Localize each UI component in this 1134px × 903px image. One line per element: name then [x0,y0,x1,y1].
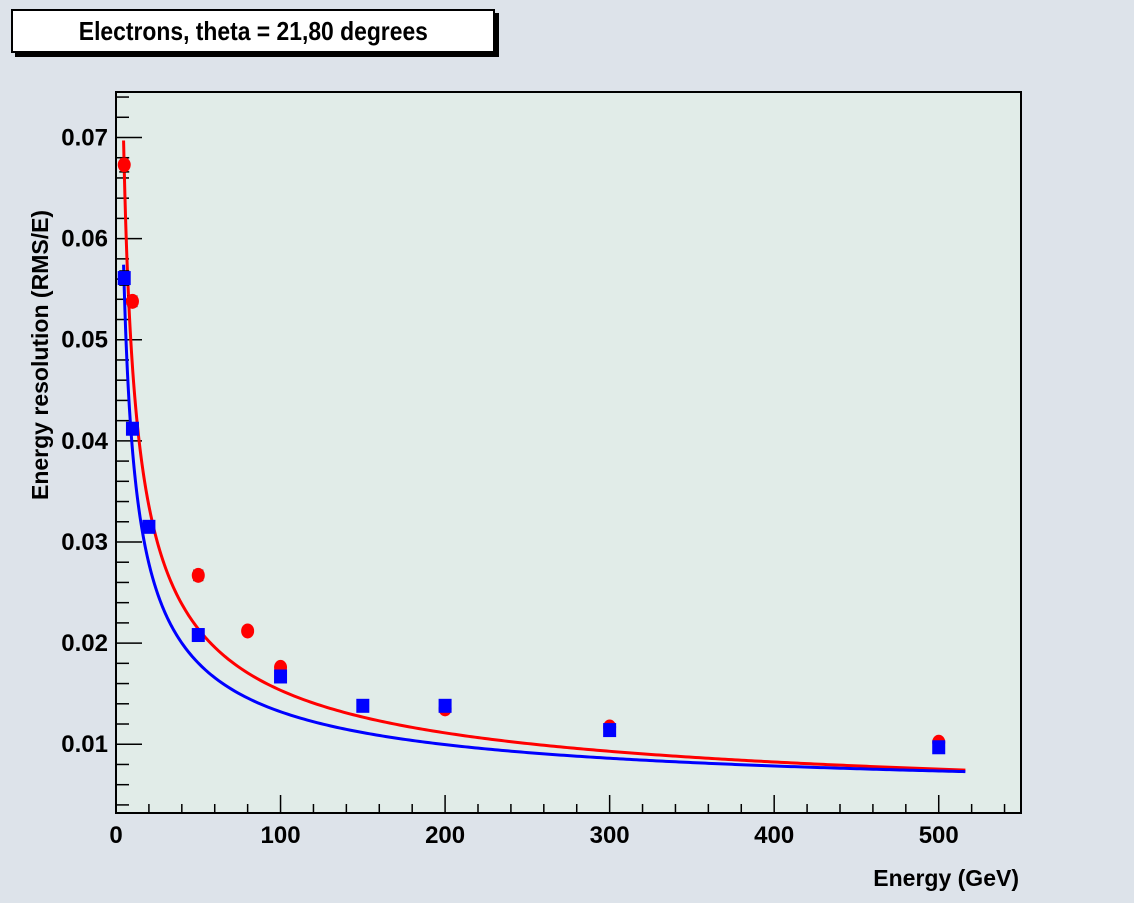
data-points [117,156,946,755]
y-tick-label: 0.03 [61,529,108,556]
fit-curves [122,140,966,774]
x-tick-label: 500 [919,822,959,849]
y-tick-label: 0.06 [61,226,108,253]
data-point-square [274,669,288,684]
fit-curve-0 [122,140,966,772]
data-point-circle [241,623,255,639]
y-tick-labels: 0.01 0.02 0.03 0.04 0.05 0.06 0.07 [61,125,108,759]
data-point-square [603,723,617,738]
y-tick-label: 0.01 [61,731,108,758]
data-point-square [356,698,370,713]
chart-title: Electrons, theta = 21,80 degrees [78,15,428,46]
chart-title-box: Electrons, theta = 21,80 degrees [11,9,495,53]
y-axis-title: Energy resolution (RMS/E) [27,210,53,500]
axis-ticks [115,96,1006,813]
x-tick-label: 100 [261,822,301,849]
x-tick-label: 400 [754,822,794,849]
data-point-circle [191,567,205,583]
data-point-square [932,740,946,755]
x-tick-label: 300 [590,822,630,849]
y-tick-label: 0.02 [61,630,108,657]
data-point-circle [125,293,139,309]
fit-curve-1 [122,264,966,774]
x-axis-title: Energy (GeV) [873,865,1019,891]
data-point-square [117,271,131,286]
data-point-square [125,421,139,436]
data-point-square [191,628,205,643]
y-tick-label: 0.07 [61,125,108,152]
x-tick-labels: 0 100 200 300 400 500 [109,822,958,849]
y-tick-label: 0.05 [61,327,108,354]
data-point-square [438,698,452,713]
x-tick-label: 200 [425,822,465,849]
plot-area [115,91,1022,814]
data-point-circle [117,157,131,173]
x-tick-label: 0 [109,822,122,849]
data-point-square [142,519,156,534]
y-tick-label: 0.04 [61,428,108,455]
